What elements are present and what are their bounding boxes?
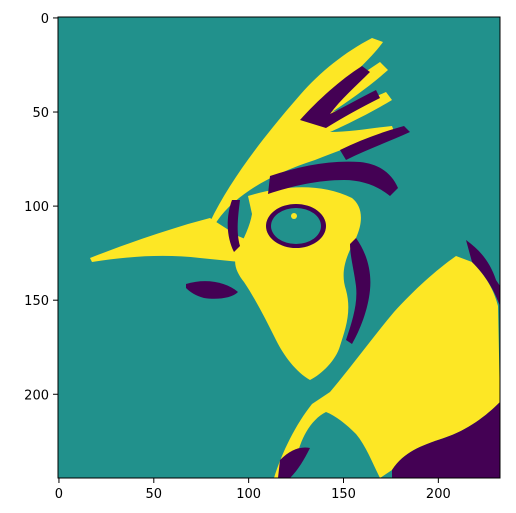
beak-yellow bbox=[90, 218, 262, 262]
x-tick-label: 200 bbox=[426, 487, 451, 502]
head-yellow bbox=[235, 187, 361, 380]
crest-dark-1 bbox=[300, 66, 380, 128]
eye-teal bbox=[271, 208, 321, 244]
x-tick-label: 100 bbox=[236, 487, 261, 502]
crest-dark-3 bbox=[268, 161, 398, 196]
x-tick-label: 50 bbox=[146, 487, 163, 502]
eye-highlight bbox=[291, 213, 297, 219]
y-axis-ticks: 0 50 100 150 200 bbox=[24, 12, 58, 403]
region-dark bbox=[186, 66, 500, 478]
x-axis-ticks: 0 50 100 150 200 bbox=[55, 478, 451, 502]
body-yellow bbox=[274, 256, 500, 478]
body-dark-3 bbox=[278, 447, 310, 478]
x-tick-label: 0 bbox=[55, 487, 63, 502]
x-tick-label: 150 bbox=[331, 487, 356, 502]
neck-dark bbox=[346, 238, 371, 344]
plot-axes bbox=[57, 16, 501, 479]
crest-dark-2 bbox=[340, 126, 410, 160]
y-tick-label: 100 bbox=[24, 200, 49, 215]
y-tick-label: 0 bbox=[41, 12, 49, 27]
head-outline-dark bbox=[227, 200, 240, 252]
y-tick-label: 200 bbox=[24, 388, 49, 403]
face-dark bbox=[186, 281, 238, 299]
body-dark-2 bbox=[466, 240, 500, 306]
plot-frame bbox=[57, 16, 501, 479]
y-tick-label: 50 bbox=[32, 106, 49, 121]
y-tick-label: 150 bbox=[24, 294, 49, 309]
body-dark bbox=[392, 402, 500, 478]
eye bbox=[266, 204, 326, 248]
